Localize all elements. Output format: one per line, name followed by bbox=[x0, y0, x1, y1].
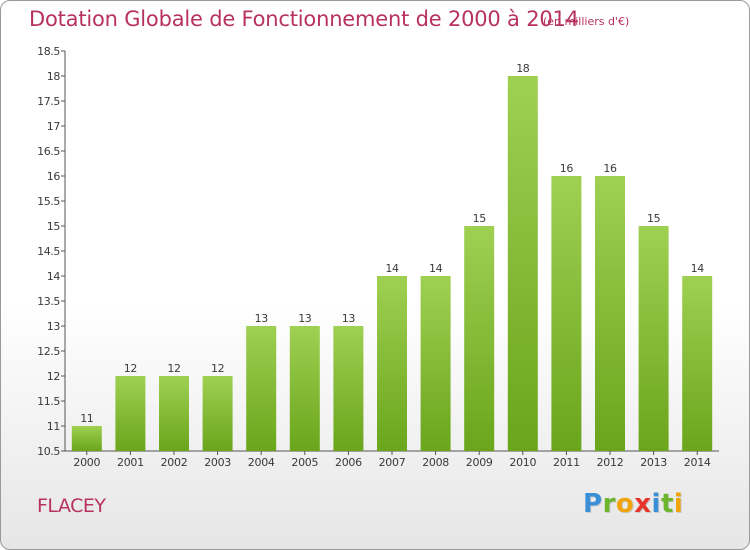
bar bbox=[289, 326, 320, 451]
x-tick-label: 2004 bbox=[248, 456, 275, 469]
bar bbox=[246, 326, 277, 451]
bar bbox=[115, 376, 146, 451]
bar bbox=[507, 76, 538, 451]
bar-value-label: 13 bbox=[255, 312, 269, 325]
bar bbox=[377, 276, 407, 451]
logo-letter: i bbox=[651, 489, 661, 519]
bar-value-label: 13 bbox=[342, 312, 356, 325]
x-tick-label: 2011 bbox=[553, 456, 580, 469]
x-tick-label: 2007 bbox=[379, 456, 406, 469]
bar bbox=[71, 426, 102, 451]
proxiti-logo[interactable]: Proxiti bbox=[583, 489, 683, 519]
bar-value-label: 18 bbox=[516, 62, 530, 75]
bar bbox=[595, 176, 625, 451]
y-tick-label: 13 bbox=[47, 320, 61, 333]
bar-value-label: 15 bbox=[473, 212, 487, 225]
logo-letter: t bbox=[660, 489, 674, 519]
x-tick-label: 2006 bbox=[335, 456, 362, 469]
bar-value-label: 16 bbox=[603, 162, 617, 175]
y-tick-label: 16 bbox=[47, 170, 61, 183]
y-tick-label: 12 bbox=[47, 370, 60, 383]
x-tick-label: 2013 bbox=[640, 456, 667, 469]
bar bbox=[638, 226, 669, 451]
y-tick-label: 12.5 bbox=[37, 345, 60, 358]
bar bbox=[159, 376, 189, 451]
bar-value-label: 12 bbox=[167, 362, 180, 375]
x-tick-label: 2009 bbox=[466, 456, 493, 469]
x-tick-label: 2005 bbox=[291, 456, 318, 469]
x-tick-label: 2008 bbox=[422, 456, 449, 469]
bar bbox=[551, 176, 582, 451]
y-tick-label: 13.5 bbox=[37, 295, 60, 308]
x-tick-label: 2000 bbox=[73, 456, 100, 469]
chart-axes: 10.5 11 11.5 12 12.5 13 13.5 14 14.5 15 15.5 16 16.5… bbox=[37, 45, 719, 469]
x-tick-label: 2001 bbox=[117, 456, 144, 469]
y-tick-label: 18 bbox=[47, 70, 61, 83]
bar bbox=[202, 376, 233, 451]
bar-value-label: 12 bbox=[211, 362, 224, 375]
bar-value-label: 12 bbox=[124, 362, 137, 375]
bar-value-label: 14 bbox=[429, 262, 443, 275]
y-tick-label: 11 bbox=[47, 420, 60, 433]
x-tick-label: 2010 bbox=[509, 456, 536, 469]
x-tick-label: 2014 bbox=[684, 456, 711, 469]
bar bbox=[682, 276, 713, 451]
bar-value-label: 14 bbox=[691, 262, 705, 275]
y-tick-label: 14 bbox=[47, 270, 61, 283]
logo-letter: i bbox=[673, 489, 684, 519]
logo-letter: P bbox=[583, 489, 603, 519]
y-tick-label: 14.5 bbox=[37, 245, 60, 258]
chart-title: Dotation Globale de Fonctionnement de 20… bbox=[29, 7, 579, 31]
bar-value-label: 11 bbox=[80, 412, 93, 425]
y-tick-label: 18.5 bbox=[37, 45, 60, 58]
bar bbox=[420, 276, 451, 451]
x-tick-label: 2002 bbox=[161, 456, 188, 469]
chart-subtitle: (en milliers d'€) bbox=[543, 15, 630, 28]
bar-series: 11 12 12 12 13 13 13 14 14 15 18 16 16 15 14 bbox=[71, 62, 713, 451]
y-tick-label: 15 bbox=[47, 220, 61, 233]
y-tick-label: 17.5 bbox=[37, 95, 60, 108]
logo-letter: x bbox=[634, 489, 652, 519]
bar-value-label: 15 bbox=[647, 212, 661, 225]
commune-name: FLACEY bbox=[37, 495, 106, 517]
x-tick-label: 2012 bbox=[597, 456, 624, 469]
y-tick-label: 16.5 bbox=[37, 145, 60, 158]
y-tick-label: 11.5 bbox=[37, 395, 60, 408]
x-tick-label: 2003 bbox=[204, 456, 231, 469]
logo-letter: o bbox=[615, 489, 635, 519]
bar-value-label: 13 bbox=[298, 312, 312, 325]
bar-value-label: 16 bbox=[560, 162, 574, 175]
y-tick-label: 15.5 bbox=[37, 195, 60, 208]
bar bbox=[333, 326, 364, 451]
logo-letter: r bbox=[602, 489, 616, 519]
bar-value-label: 14 bbox=[385, 262, 399, 275]
y-tick-label: 10.5 bbox=[37, 445, 60, 458]
y-tick-label: 17 bbox=[47, 120, 61, 133]
bar bbox=[464, 226, 495, 451]
